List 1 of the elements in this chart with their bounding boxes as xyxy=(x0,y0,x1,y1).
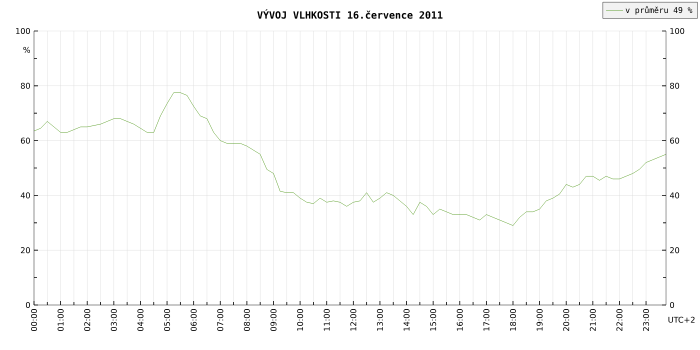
chart-title: VÝVOJ VLHKOSTI 16.července 2011 xyxy=(257,9,442,19)
